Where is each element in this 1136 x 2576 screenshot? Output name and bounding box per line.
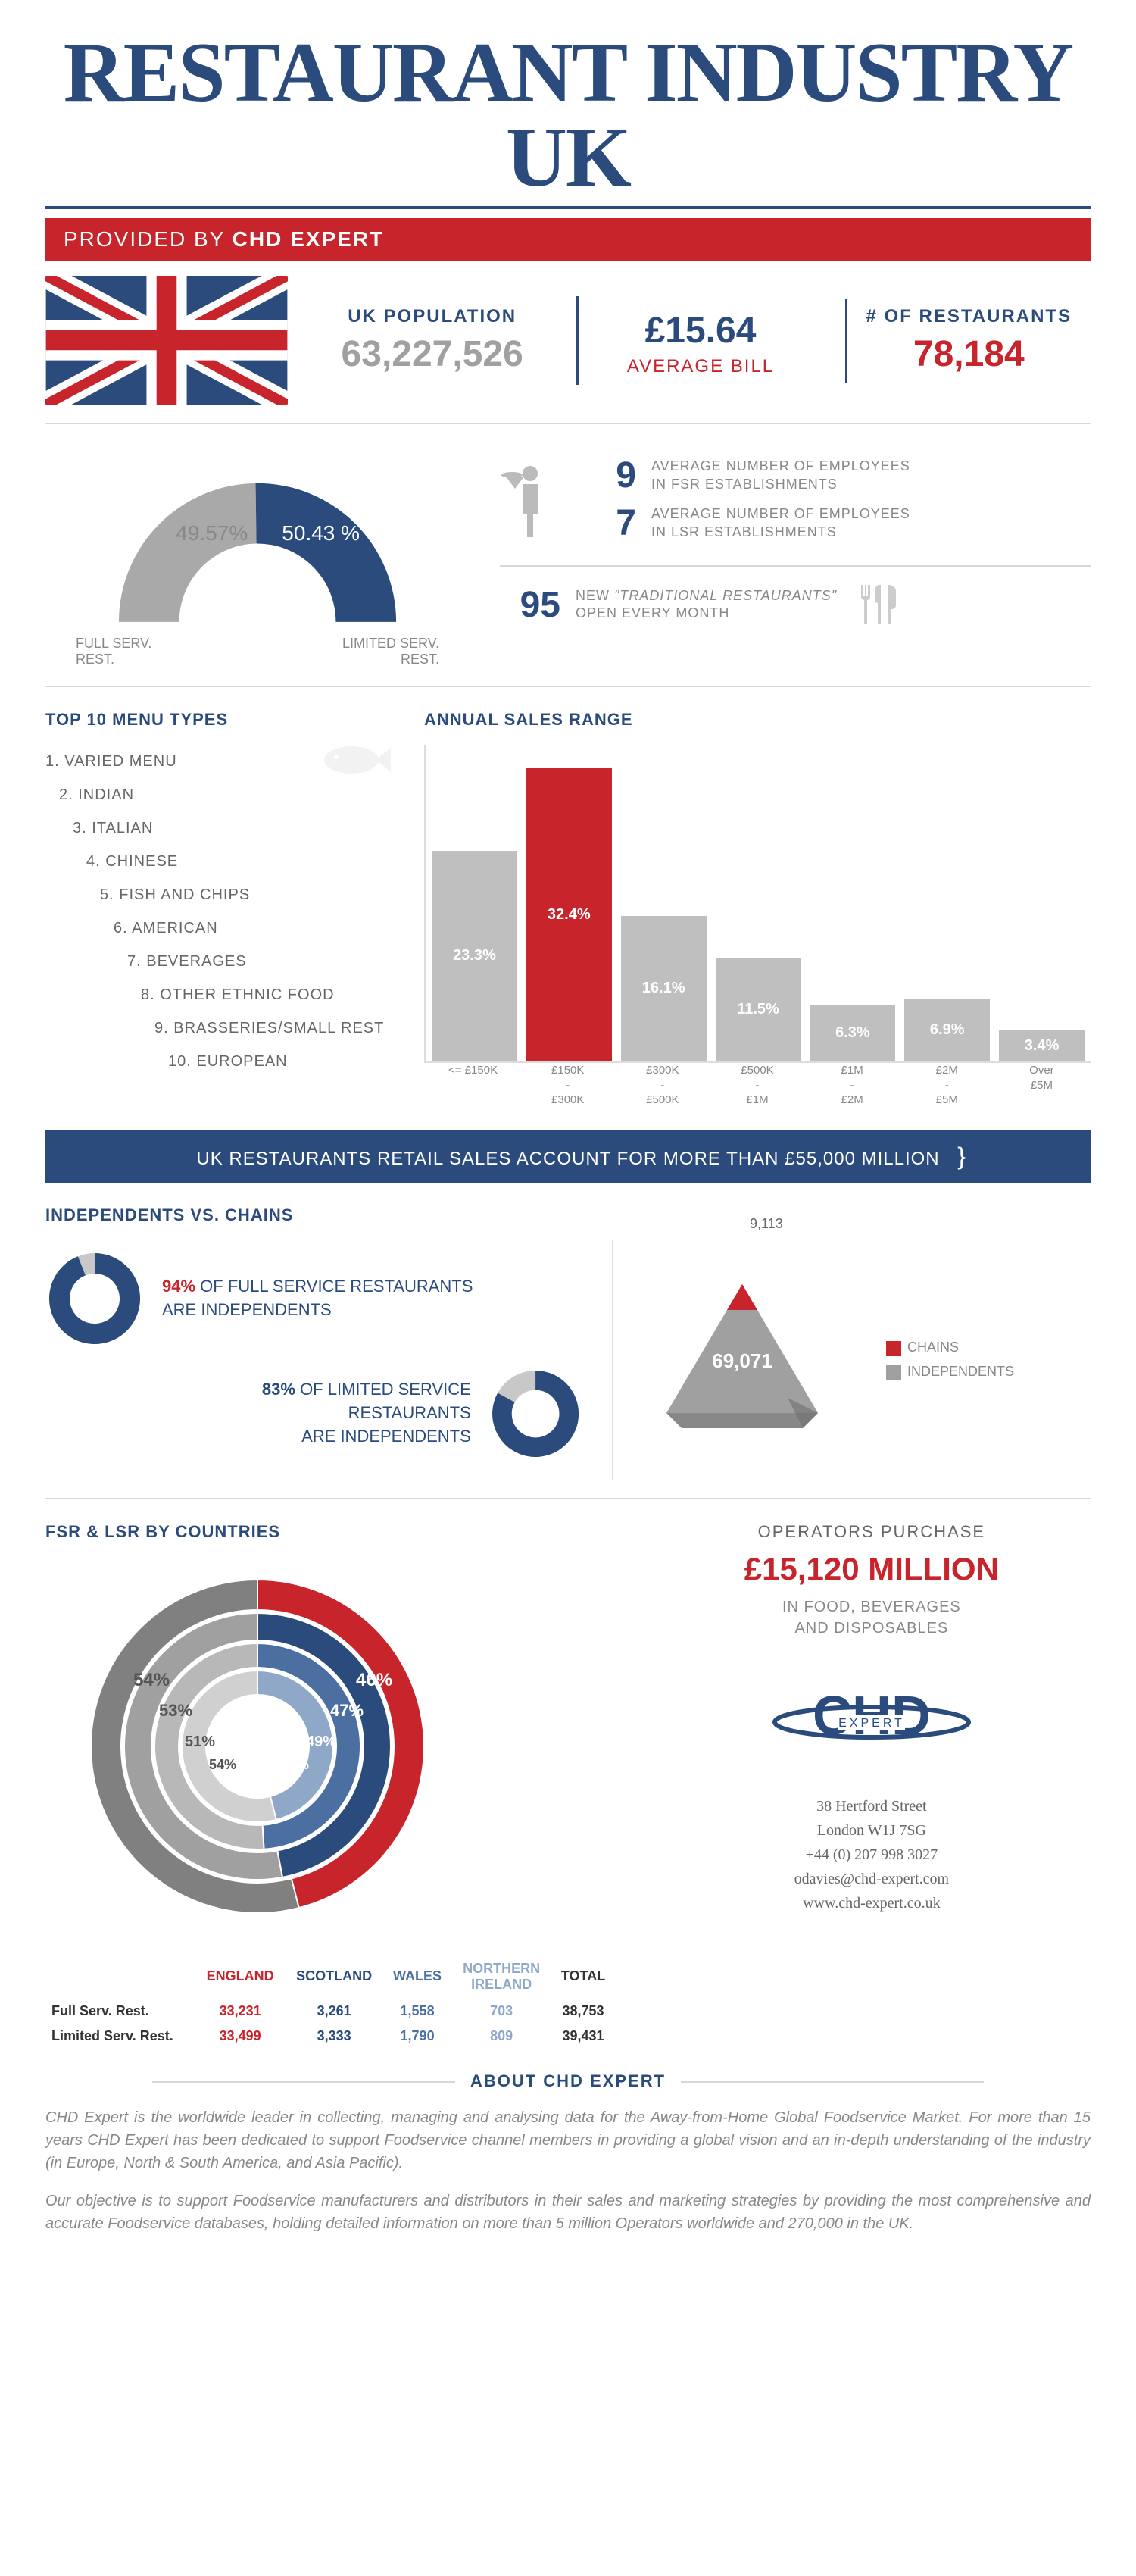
pyramid-legend: CHAINS INDEPENDENTS: [886, 1340, 1014, 1380]
purchase-l1: OPERATORS PURCHASE: [653, 1522, 1091, 1542]
bar-label: £300K - £500K: [619, 1063, 705, 1108]
purchase-l2: £15,120 MILLION: [653, 1551, 1091, 1587]
waiter-icon: [500, 461, 560, 537]
retail-sales-banner: { UK RESTAURANTS RETAIL SALES ACCOUNT FO…: [45, 1130, 1091, 1183]
stat-restaurants: # OF RESTAURANTS 78,184: [845, 299, 1091, 383]
menu-item: 10. EUROPEAN: [168, 1045, 394, 1078]
menu-item: 5. FISH AND CHIPS: [100, 878, 394, 911]
svg-text:53%: 53%: [159, 1701, 192, 1720]
svg-text:49.57%: 49.57%: [176, 521, 248, 545]
divider: [612, 1240, 613, 1480]
purchase-l3: IN FOOD, BEVERAGES AND DISPOSABLES: [653, 1596, 1091, 1639]
page-title: RESTAURANT INDUSTRY UK: [45, 30, 1091, 200]
brace-left-icon: {: [158, 1143, 191, 1170]
new-rest-txt: NEW "TRADITIONAL RESTAURANTS" OPEN EVERY…: [576, 587, 837, 623]
svg-text:EXPERT: EXPERT: [838, 1717, 905, 1730]
bar-label: £500K - £1M: [714, 1063, 800, 1108]
svg-text:69,071: 69,071: [712, 1349, 772, 1372]
stat-avg-bill: £15.64 AVERAGE BILL: [576, 296, 822, 385]
svg-text:47%: 47%: [330, 1701, 364, 1720]
menu-item: 6. AMERICAN: [114, 911, 394, 945]
bill-value: £15.64: [594, 310, 807, 352]
about-heading: ABOUT CHD EXPERT: [45, 2071, 1091, 2091]
divider: [45, 1498, 1091, 1499]
pyr-chains-num: 9,113: [750, 1216, 783, 1232]
country-table: ENGLANDSCOTLANDWALESNORTHERN IRELANDTOTA…: [45, 1955, 615, 2049]
svg-text:50.43 %: 50.43 %: [282, 521, 360, 545]
ring-heading: FSR & LSR BY COUNTRIES: [45, 1522, 615, 1542]
service-split-chart: 49.57% 50.43 % FULL SERV. REST. LIMITED S…: [45, 442, 470, 667]
menu-item: 7. BEVERAGES: [127, 945, 394, 978]
fish-icon: [318, 737, 394, 783]
provider-name: CHD EXPERT: [233, 227, 384, 251]
title-rule: [45, 206, 1091, 209]
provider-bar: PROVIDED BY CHD EXPERT: [45, 218, 1091, 261]
pop-label: UK POPULATION: [326, 306, 538, 327]
menu-types: TOP 10 MENU TYPES 1. VARIED MENU2. INDIA…: [45, 710, 394, 1108]
menu-item: 9. BRASSERIES/SMALL REST: [154, 1011, 394, 1045]
lsr-emp-num: 7: [576, 502, 636, 544]
sales-heading: ANNUAL SALES RANGE: [424, 710, 1091, 730]
rest-value: 78,184: [863, 333, 1075, 375]
pop-value: 63,227,526: [326, 333, 538, 375]
address: 38 Hertford Street London W1J 7SG +44 (0…: [653, 1794, 1091, 1915]
stat-population: UK POPULATION 63,227,526: [311, 299, 554, 383]
ind-lim-txt: 83% OF LIMITED SERVICE RESTAURANTS ARE I…: [197, 1378, 471, 1448]
bill-label: AVERAGE BILL: [594, 356, 807, 377]
full-serv-label: FULL SERV. REST.: [76, 636, 151, 667]
svg-text:49%: 49%: [306, 1733, 336, 1750]
menu-item: 3. ITALIAN: [73, 811, 394, 845]
about-p2: Our objective is to support Foodservice …: [45, 2190, 1091, 2235]
bar-label: £1M - £2M: [810, 1063, 895, 1108]
lsr-emp-txt: AVERAGE NUMBER OF EMPLOYEES IN LSR ESTAB…: [651, 505, 910, 541]
sales-chart: ANNUAL SALES RANGE 23.3%32.4%16.1%11.5%6…: [424, 710, 1091, 1108]
menu-item: 4. CHINESE: [86, 845, 394, 878]
bar: 6.3%: [810, 745, 895, 1061]
cutlery-icon: [852, 582, 897, 627]
bar-label: <= £150K: [430, 1063, 516, 1108]
brace-right-icon: }: [945, 1143, 978, 1170]
divider: [45, 686, 1091, 687]
menu-heading: TOP 10 MENU TYPES: [45, 710, 394, 730]
svg-text:51%: 51%: [185, 1733, 215, 1750]
svg-text:54%: 54%: [209, 1757, 236, 1772]
limited-serv-label: LIMITED SERV. REST.: [342, 636, 439, 667]
about-p1: CHD Expert is the worldwide leader in co…: [45, 2106, 1091, 2174]
chd-logo-icon: CHD EXPERT: [766, 1677, 978, 1768]
ind-heading: INDEPENDENTS VS. CHAINS: [45, 1205, 1091, 1225]
independents-col: 94% OF FULL SERVICE RESTAURANTS ARE INDE…: [45, 1240, 582, 1480]
fsr-emp-txt: AVERAGE NUMBER OF EMPLOYEES IN FSR ESTAB…: [651, 458, 910, 493]
ind-full-txt: 94% OF FULL SERVICE RESTAURANTS ARE INDE…: [162, 1275, 473, 1322]
bar: 11.5%: [716, 745, 801, 1061]
bar: 32.4%: [526, 745, 612, 1061]
rest-label: # OF RESTAURANTS: [863, 306, 1075, 327]
svg-text:54%: 54%: [133, 1670, 170, 1690]
info-col: OPERATORS PURCHASE £15,120 MILLION IN FO…: [653, 1522, 1091, 2049]
divider: [45, 423, 1091, 424]
lim-serv-donut: [489, 1357, 582, 1471]
bar: 16.1%: [621, 745, 707, 1061]
country-rings: FSR & LSR BY COUNTRIES 46% 54% 47% 53% 49% 51…: [45, 1522, 615, 2049]
menu-item: 8. OTHER ETHNIC FOOD: [141, 978, 394, 1011]
bar-label: Over £5M: [999, 1063, 1085, 1108]
banner-text: UK RESTAURANTS RETAIL SALES ACCOUNT FOR …: [196, 1149, 939, 1169]
bar: 3.4%: [999, 745, 1085, 1061]
pyramid-col: 69,071 9,113 CHAINS INDEPENDENTS: [644, 1277, 1091, 1443]
fsr-emp-num: 9: [576, 455, 636, 496]
svg-text:46%: 46%: [282, 1757, 309, 1772]
bar-label: £150K - £300K: [525, 1063, 610, 1108]
employee-stats: 9 AVERAGE NUMBER OF EMPLOYEES IN FSR EST…: [500, 442, 1091, 667]
pyramid-chart: 69,071: [644, 1277, 841, 1443]
menu-item: 2. INDIAN: [59, 778, 394, 811]
uk-flag-icon: [45, 276, 288, 405]
provider-prefix: PROVIDED BY: [64, 227, 233, 251]
bar: 6.9%: [904, 745, 990, 1061]
full-serv-donut: [45, 1249, 144, 1348]
bar-label: £2M - £5M: [904, 1063, 990, 1108]
new-rest-num: 95: [500, 584, 560, 626]
bar: 23.3%: [432, 745, 517, 1061]
svg-text:46%: 46%: [356, 1670, 392, 1690]
